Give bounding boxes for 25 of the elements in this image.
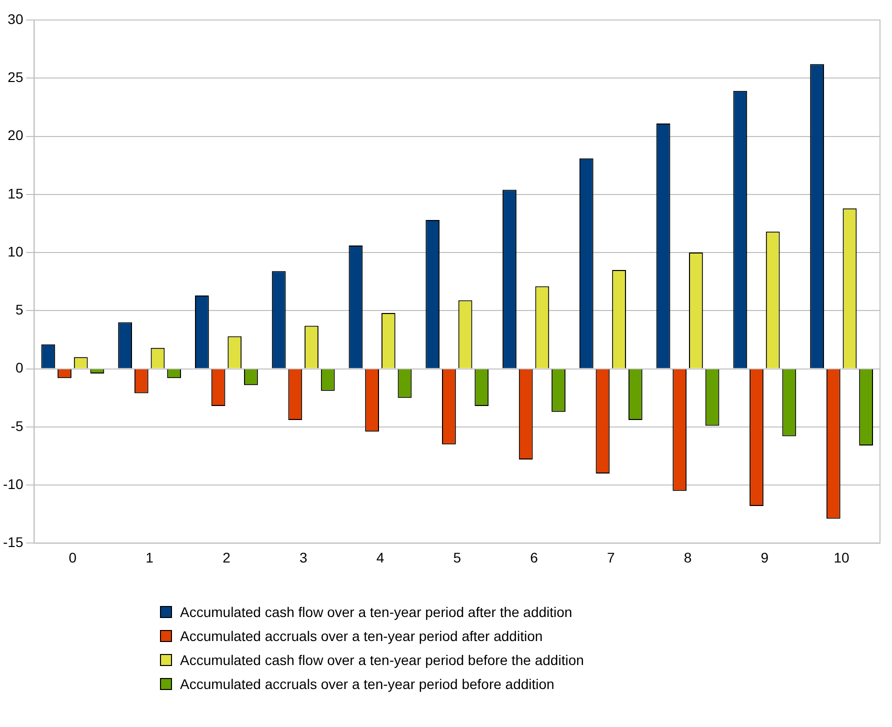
y-tick-label: 15: [8, 185, 24, 202]
legend-label: Accumulated accruals over a ten-year period before addition: [180, 676, 554, 692]
legend-label: Accumulated cash flow over a ten-year period before the addition: [180, 652, 584, 668]
x-tick-label: 2: [222, 549, 231, 566]
y-tick-label: 25: [8, 68, 24, 85]
y-tick-label: -10: [3, 476, 24, 492]
legend-label: Accumulated accruals over a ten-year period after addition: [180, 628, 543, 644]
x-tick-label: 6: [530, 549, 538, 566]
x-tick-label: 9: [760, 549, 769, 566]
y-tick-label: 30: [8, 10, 24, 27]
y-tick-label: 20: [8, 127, 24, 144]
x-tick-label: 1: [146, 549, 154, 566]
x-tick-label: 0: [68, 549, 77, 566]
x-tick-label: 4: [376, 549, 384, 566]
x-tick-label: 8: [684, 549, 692, 566]
legend-label: Accumulated cash flow over a ten-year period after the addition: [180, 604, 572, 620]
x-tick-label: 10: [834, 549, 850, 566]
x-tick-label: 3: [299, 549, 308, 566]
y-tick-label: 0: [15, 360, 24, 376]
y-tick-label: 5: [15, 302, 24, 318]
x-tick-label: 7: [606, 549, 615, 566]
x-tick-label: 5: [453, 549, 462, 566]
y-tick-label: -5: [10, 418, 24, 434]
y-tick-label: -15: [3, 534, 24, 550]
y-tick-label: 10: [8, 243, 24, 260]
